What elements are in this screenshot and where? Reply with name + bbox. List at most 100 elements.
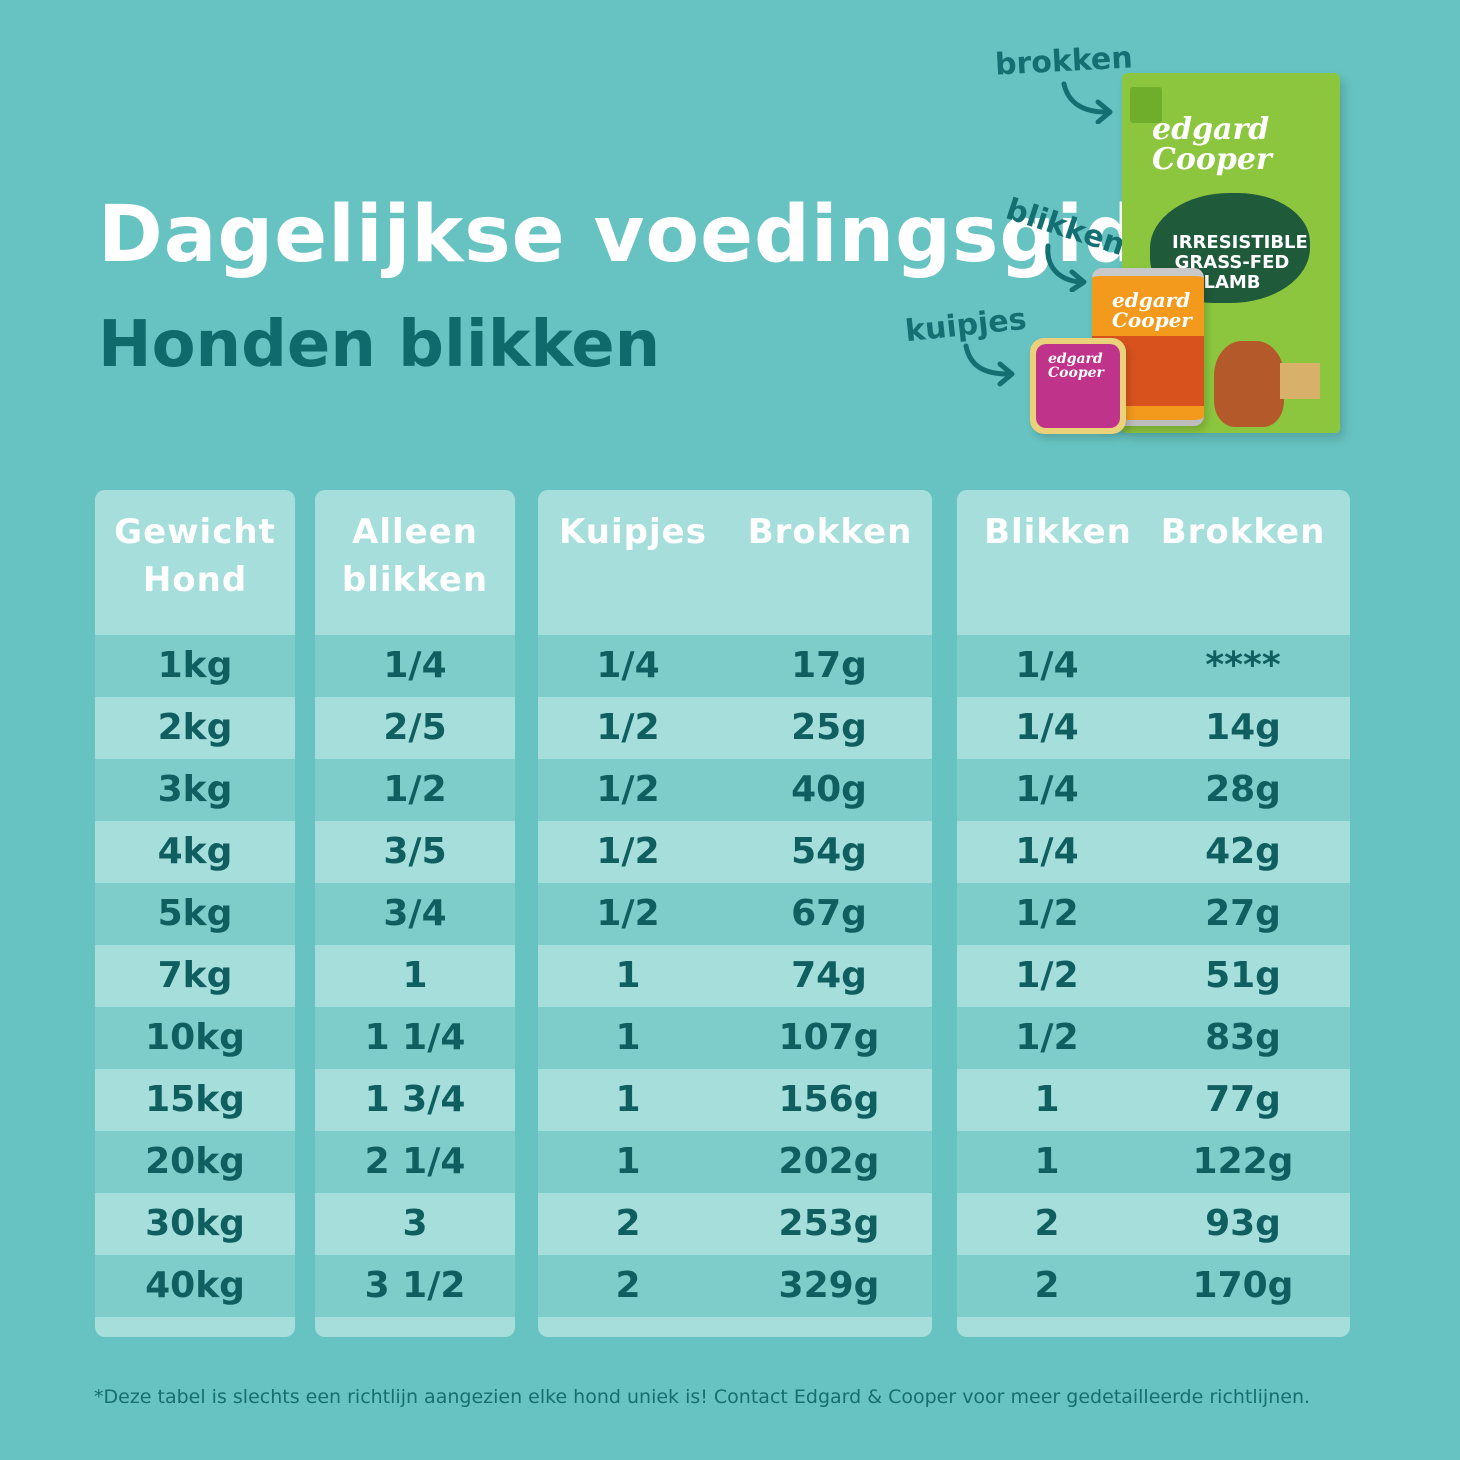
- tubs-kibble-cell: 74g: [791, 955, 867, 996]
- table-row: 2 170g: [957, 1255, 1350, 1317]
- table-row: 2kg: [95, 697, 295, 759]
- cans-kibble-cell: 93g: [1205, 1203, 1281, 1244]
- table-row: 3/5: [315, 821, 515, 883]
- cans-kibble-table: Blikken Brokken 1/4 **** 1/4 14g 1/4 28g 1/4 42…: [957, 490, 1350, 1337]
- weight-cell: 7kg: [157, 955, 233, 996]
- table-row: 1/4: [315, 635, 515, 697]
- cans-only-table: Alleen blikken 1/4 2/5 1/2 3/5 3/4 1 1 1/4 1 3/…: [315, 490, 515, 1337]
- weight-cell: 10kg: [145, 1017, 245, 1058]
- weight-table: Gewicht Hond 1kg 2kg 3kg 4kg 5kg 7kg 10kg 15kg 2…: [95, 490, 295, 1337]
- cans-cell: 1: [1034, 1141, 1060, 1182]
- table-row: 1/4 ****: [957, 635, 1350, 697]
- table-row: 1: [315, 945, 515, 1007]
- cans-kibble-cell: 27g: [1205, 893, 1281, 934]
- cans-only-cell: 2/5: [383, 707, 447, 748]
- table-row: 3kg: [95, 759, 295, 821]
- cans-header: Blikken: [984, 512, 1132, 552]
- bag-brand-logo: edgard Cooper: [1152, 112, 1272, 177]
- can-brand-logo: edgard Cooper: [1112, 288, 1192, 332]
- weight-cell: 20kg: [145, 1141, 245, 1182]
- table-row: 2 329g: [538, 1255, 932, 1317]
- tubs-kibble-cell: 17g: [791, 645, 867, 686]
- table-row: 1/2 51g: [957, 945, 1350, 1007]
- table-row: 1/4 14g: [957, 697, 1350, 759]
- cans-only-cell: 3: [402, 1203, 428, 1244]
- cans-cell: 1/4: [1015, 645, 1079, 686]
- tub-brand-logo: edgard Cooper: [1048, 351, 1104, 381]
- cans-cell: 1/2: [1015, 955, 1079, 996]
- cans-kibble-cell: 77g: [1205, 1079, 1281, 1120]
- callout-brokken: brokken: [994, 40, 1134, 83]
- cans-cell: 1/4: [1015, 707, 1079, 748]
- tubs-kibble-cell: 107g: [778, 1017, 880, 1058]
- cans-kibble-header: Brokken: [1160, 512, 1326, 552]
- tubs-cell: 1/4: [596, 645, 660, 686]
- cans-only-cell: 1: [402, 955, 428, 996]
- cans-only-cell: 3 1/2: [364, 1265, 466, 1306]
- adult-dogs-badge: [1130, 87, 1162, 123]
- arrow-blikken-icon: [1045, 243, 1087, 292]
- arrow-brokken-icon: [1061, 81, 1113, 124]
- cans-kibble-table-header: [957, 490, 1350, 635]
- cans-only-cell: 1/4: [383, 645, 447, 686]
- dog-illustration-icon: [1214, 341, 1284, 427]
- cans-kibble-cell: 14g: [1205, 707, 1281, 748]
- cans-only-header: Alleen blikken: [315, 508, 515, 604]
- cans-only-header-line2: blikken: [341, 560, 489, 600]
- table-row: 40kg: [95, 1255, 295, 1317]
- tubs-kibble-cell: 202g: [778, 1141, 880, 1182]
- tubs-cell: 2: [615, 1265, 641, 1306]
- table-row: 7kg: [95, 945, 295, 1007]
- weight-header-line1: Gewicht: [114, 512, 276, 552]
- table-row: 1/2 83g: [957, 1007, 1350, 1069]
- cans-only-header-line1: Alleen: [352, 512, 478, 552]
- table-row: 1 107g: [538, 1007, 932, 1069]
- table-row: 1/2 25g: [538, 697, 932, 759]
- table-row: 3 1/2: [315, 1255, 515, 1317]
- weight-header: Gewicht Hond: [95, 508, 295, 604]
- bag-label: IRRESISTIBLE GRASS-FED LAMB: [1172, 232, 1308, 293]
- table-row: 1 3/4: [315, 1069, 515, 1131]
- table-row: 1/2: [315, 759, 515, 821]
- table-row: 1 1/4: [315, 1007, 515, 1069]
- table-row: 1/4 17g: [538, 635, 932, 697]
- table-row: 4kg: [95, 821, 295, 883]
- table-row: 2 1/4: [315, 1131, 515, 1193]
- table-row: 3/4: [315, 883, 515, 945]
- table-row: 1/4 42g: [957, 821, 1350, 883]
- cans-kibble-cell: 122g: [1192, 1141, 1294, 1182]
- tubs-kibble-cell: 25g: [791, 707, 867, 748]
- table-row: 20kg: [95, 1131, 295, 1193]
- table-row: 2 253g: [538, 1193, 932, 1255]
- table-footer: [538, 1317, 932, 1337]
- table-row: 1 77g: [957, 1069, 1350, 1131]
- footnote: *Deze tabel is slechts een richtlijn aan…: [94, 1386, 1311, 1408]
- weight-cell: 2kg: [157, 707, 233, 748]
- weight-cell: 4kg: [157, 831, 233, 872]
- table-row: 2/5: [315, 697, 515, 759]
- cans-cell: 1: [1034, 1079, 1060, 1120]
- cans-kibble-cell: 51g: [1205, 955, 1281, 996]
- tubs-cell: 1/2: [596, 893, 660, 934]
- cans-only-cell: 2 1/4: [364, 1141, 466, 1182]
- table-row: 1 122g: [957, 1131, 1350, 1193]
- table-row: 30kg: [95, 1193, 295, 1255]
- table-row: 1/4 28g: [957, 759, 1350, 821]
- cans-only-table-header: [315, 490, 515, 635]
- table-footer: [315, 1317, 515, 1337]
- cans-only-cell: 1/2: [383, 769, 447, 810]
- tubs-cell: 1/2: [596, 707, 660, 748]
- cans-cell: 1/2: [1015, 893, 1079, 934]
- page-title: Dagelijkse voedingsgids: [98, 190, 1189, 280]
- weight-cell: 30kg: [145, 1203, 245, 1244]
- table-footer: [95, 1317, 295, 1337]
- tubs-kibble-cell: 67g: [791, 893, 867, 934]
- tubs-kibble-cell: 253g: [778, 1203, 880, 1244]
- table-row: 1/2 40g: [538, 759, 932, 821]
- cans-kibble-cell: 28g: [1205, 769, 1281, 810]
- cans-only-cell: 1 1/4: [364, 1017, 466, 1058]
- table-footer: [957, 1317, 1350, 1337]
- table-row: 3: [315, 1193, 515, 1255]
- table-row: 1/2 27g: [957, 883, 1350, 945]
- tub-image: edgard Cooper: [1030, 338, 1126, 434]
